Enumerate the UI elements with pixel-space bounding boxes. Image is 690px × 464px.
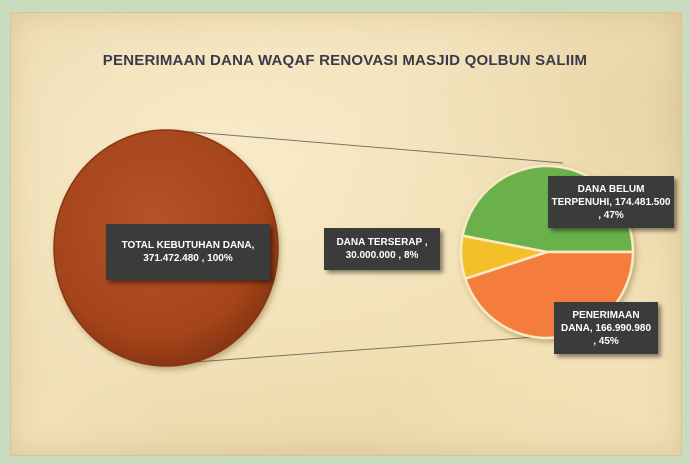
- label-total-kebutuhan-dana: TOTAL KEBUTUHAN DANA, 371.472.480 , 100%: [106, 224, 270, 280]
- connector-line-top: [167, 129, 564, 164]
- label-penerimaan-dana: PENERIMAAN DANA, 166.990.980 , 45%: [554, 302, 658, 354]
- label-dana-belum-terpenuhi: DANA BELUM TERPENUHI, 174.481.500 , 47%: [548, 176, 674, 228]
- chart-title: PENERIMAAN DANA WAQAF RENOVASI MASJID QO…: [102, 52, 588, 69]
- label-dana-terserap: DANA TERSERAP , 30.000.000 , 8%: [324, 228, 440, 270]
- connector-line-bottom: [167, 334, 564, 365]
